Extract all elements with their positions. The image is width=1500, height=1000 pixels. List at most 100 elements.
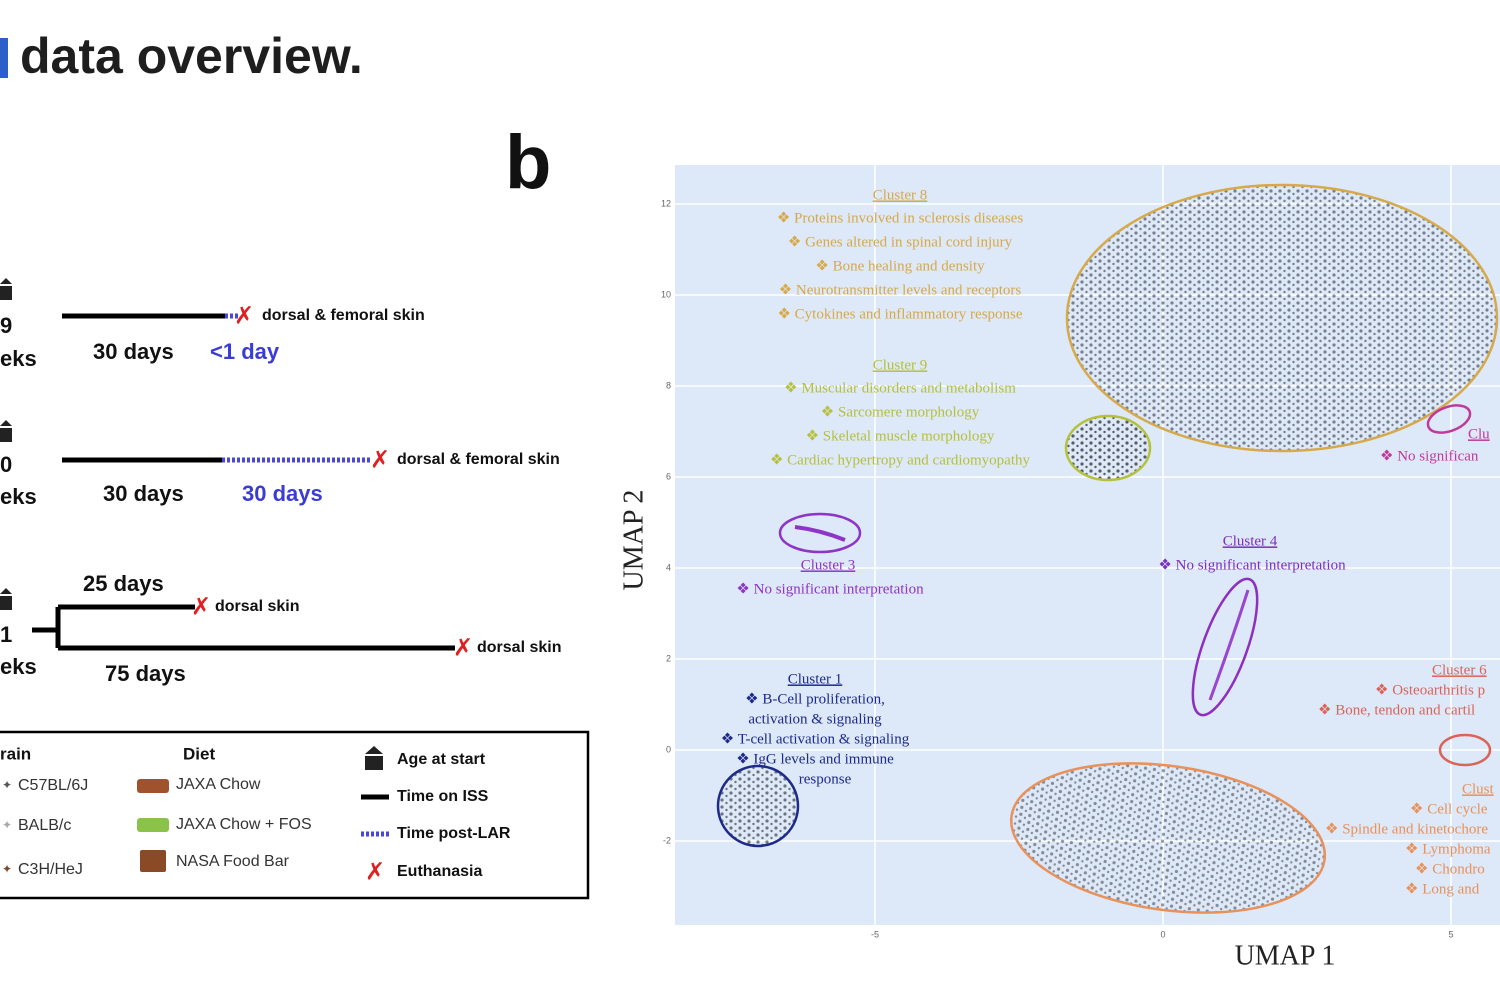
site: dorsal & femoral skin: [397, 451, 560, 468]
age: 9: [0, 313, 12, 338]
cluster-item: ❖ Osteoarthritis p: [1375, 682, 1485, 698]
post-duration: <1 day: [210, 339, 280, 364]
cluster-item: ❖ Proteins involved in sclerosis disease…: [777, 210, 1023, 226]
cluster-item: ❖ Muscular disorders and metabolism: [784, 380, 1016, 396]
cluster-annotations: Cluster 8 ❖ Proteins involved in sclerosi…: [721, 187, 1495, 897]
cluster-item: ❖ Chondro: [1415, 861, 1485, 877]
age-icon: [0, 278, 12, 300]
cluster-item: ❖ Lymphoma: [1405, 841, 1491, 857]
strain-icon: ✦: [2, 778, 12, 792]
euthanasia-mark: ✗: [453, 634, 473, 661]
iss-duration: 30 days: [93, 339, 174, 364]
cluster-item: ❖ No significan: [1380, 448, 1479, 464]
legend-key: Time post-LAR: [397, 825, 511, 842]
cluster-item: ❖ Cytokines and inflammatory response: [777, 306, 1022, 322]
legend-header: rain: [0, 744, 31, 763]
strain-icon: ✦: [2, 862, 12, 876]
grid: -5 0 5 12 10 8 6 4 2 0 -2: [661, 165, 1500, 939]
diet: JAXA Chow: [176, 776, 261, 793]
cluster-title: Cluster 6: [1432, 662, 1487, 678]
cluster-item: ❖ Sarcomere morphology: [821, 404, 980, 420]
diet: NASA Food Bar: [176, 853, 290, 870]
cluster-item: response: [799, 771, 852, 787]
cluster-title: Clust: [1462, 781, 1495, 797]
legend-box: [0, 730, 590, 900]
cluster-item: ❖ No significant interpretation: [736, 581, 924, 597]
cluster-title: Cluster 4: [1223, 533, 1278, 549]
cluster-title: Cluster 9: [873, 357, 928, 373]
y-tick-label: -2: [663, 835, 671, 845]
branch-lines: [32, 604, 455, 651]
euthanasia-mark: ✗: [234, 302, 254, 329]
cluster-title: Clu: [1468, 426, 1490, 442]
y-tick-label: 10: [661, 289, 671, 299]
age: 1: [0, 622, 12, 647]
y-tick-label: 6: [666, 471, 671, 481]
site: dorsal & femoral skin: [262, 307, 425, 324]
cluster-item: ❖ B-Cell proliferation,: [745, 691, 885, 707]
post-duration: 30 days: [242, 481, 323, 506]
cluster-item: ❖ Long and: [1405, 881, 1480, 897]
age-icon: [0, 588, 12, 610]
legend-key: Euthanasia: [397, 863, 482, 880]
iss-duration: 30 days: [103, 481, 184, 506]
y-tick-label: 8: [666, 380, 671, 390]
cluster-outline: [1064, 414, 1152, 482]
figure-title: data overview.: [20, 28, 363, 84]
panel-a: 9 eks ✗ dorsal & femoral skin 30 days <1…: [0, 278, 590, 900]
site: dorsal skin: [215, 598, 299, 615]
cluster-outline: [1426, 404, 1472, 434]
cluster-item: ❖ Neurotransmitter levels and receptors: [779, 282, 1022, 298]
key-icon: ✗: [365, 858, 385, 885]
key-icon: [365, 746, 383, 770]
strain: C3H/HeJ: [18, 861, 83, 878]
cluster-outline: [1438, 733, 1492, 767]
diet-icon: [137, 779, 169, 793]
cluster-points: [794, 525, 846, 542]
y-axis-label: UMAP 2: [618, 490, 649, 591]
cluster-item: ❖ Cardiac hypertropy and cardiomyopathy: [770, 452, 1031, 468]
age-icon: [0, 420, 12, 442]
y-tick-label: 4: [666, 562, 671, 572]
strain: BALB/c: [18, 817, 71, 834]
euthanasia-mark: ✗: [191, 593, 211, 620]
site: dorsal skin: [477, 639, 561, 656]
cluster-outline: [1009, 762, 1327, 914]
x-tick-label: 0: [1160, 929, 1165, 939]
x-tick-label: 5: [1448, 929, 1453, 939]
cluster-item: ❖ Genes altered in spinal cord injury: [788, 234, 1013, 250]
euthanasia-mark: ✗: [370, 446, 390, 473]
cluster-points: [1208, 589, 1250, 701]
duration: 25 days: [83, 571, 164, 596]
diet: JAXA Chow + FOS: [176, 816, 312, 833]
y-tick-label: 0: [666, 744, 671, 754]
cluster-item: ❖ No significant interpretation: [1158, 557, 1346, 573]
cluster-title: Cluster 8: [873, 187, 928, 203]
cluster-item: ❖ T-cell activation & signaling: [721, 731, 910, 747]
cluster-item: ❖ Spindle and kinetochore: [1325, 821, 1488, 837]
panel-label: b: [505, 120, 551, 205]
x-tick-label: -5: [871, 929, 879, 939]
strain-icon: ✦: [2, 818, 12, 832]
age-unit: eks: [0, 346, 37, 371]
strain: C57BL/6J: [18, 777, 88, 794]
x-axis-label: UMAP 1: [1235, 940, 1336, 971]
title-accent: [0, 38, 8, 78]
legend-key: Time on ISS: [397, 788, 489, 805]
cluster-item: activation & signaling: [748, 711, 882, 727]
cluster-item: ❖ Skeletal muscle morphology: [806, 428, 995, 444]
y-tick-label: 12: [661, 198, 671, 208]
cluster-outline: [1191, 577, 1259, 717]
cluster-outline: [778, 512, 862, 554]
cluster-title: Cluster 1: [788, 671, 843, 687]
cluster-outline: [1065, 183, 1499, 453]
cluster-item: ❖ IgG levels and immune: [736, 751, 894, 767]
cluster-item: ❖ Bone, tendon and cartil: [1318, 702, 1475, 718]
cluster-item: ❖ Bone healing and density: [815, 258, 985, 274]
age: 0: [0, 452, 12, 477]
cluster-outline: [716, 764, 800, 848]
diet-icon: [140, 850, 166, 872]
cluster-title: Cluster 3: [801, 557, 856, 573]
age-unit: eks: [0, 654, 37, 679]
cluster-item: ❖ Cell cycle: [1410, 801, 1488, 817]
